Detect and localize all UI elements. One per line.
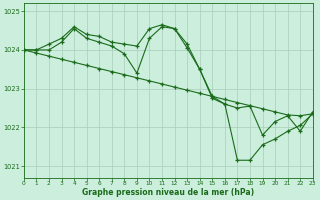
X-axis label: Graphe pression niveau de la mer (hPa): Graphe pression niveau de la mer (hPa) — [82, 188, 254, 197]
